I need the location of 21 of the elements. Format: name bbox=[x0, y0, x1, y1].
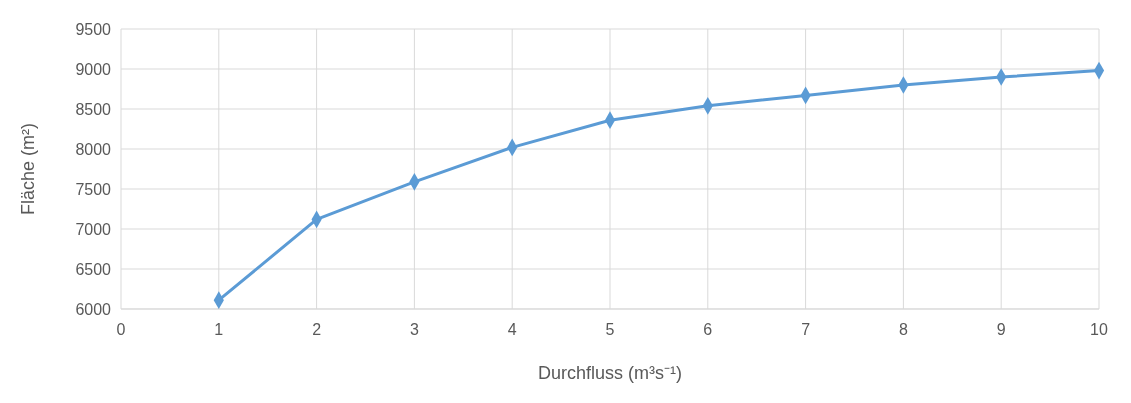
y-tick-label: 9000 bbox=[75, 60, 112, 78]
x-tick-label: 5 bbox=[605, 321, 615, 338]
y-tick-label: 6500 bbox=[75, 260, 112, 278]
y-tick-label: 7000 bbox=[75, 220, 112, 238]
y-tick-label: 7500 bbox=[75, 180, 112, 198]
y-tick-label: 6000 bbox=[75, 300, 112, 318]
x-tick-label: 9 bbox=[996, 321, 1006, 338]
x-tick-label: 7 bbox=[801, 321, 811, 338]
x-axis-title: Durchfluss (m³s⁻¹) bbox=[538, 363, 682, 383]
x-tick-label: 0 bbox=[116, 321, 126, 338]
x-tick-label: 2 bbox=[312, 321, 322, 338]
x-tick-label: 10 bbox=[1090, 321, 1108, 338]
y-tick-label: 9500 bbox=[75, 20, 112, 38]
x-tick-label: 4 bbox=[507, 321, 517, 338]
y-tick-label: 8000 bbox=[75, 140, 112, 158]
x-tick-label: 3 bbox=[409, 321, 419, 338]
x-tick-label: 8 bbox=[898, 321, 908, 338]
y-tick-label: 8500 bbox=[75, 100, 112, 118]
x-tick-label: 6 bbox=[703, 321, 713, 338]
x-tick-label: 1 bbox=[214, 321, 224, 338]
y-axis-title: Fläche (m²) bbox=[18, 122, 38, 216]
